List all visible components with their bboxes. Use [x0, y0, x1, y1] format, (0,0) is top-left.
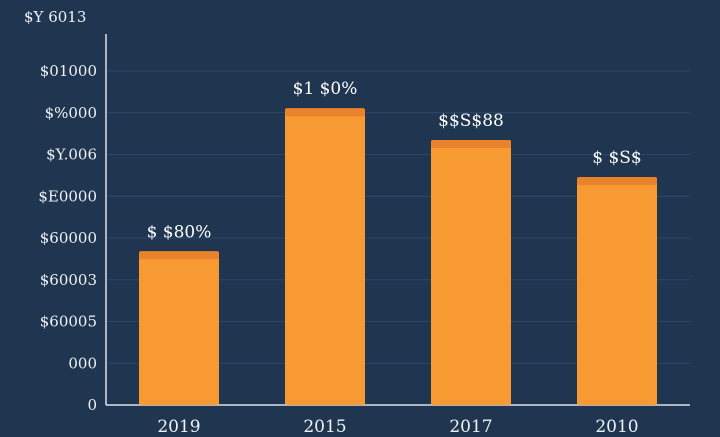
axis-top-label: $Y 6013 [24, 8, 86, 26]
y-tick-label: $01000 [40, 62, 97, 80]
bar-value-label: $1 $0% [293, 79, 358, 99]
bar [431, 140, 511, 405]
bar-top-edge [577, 177, 657, 186]
y-tick-label: $60000 [40, 229, 97, 247]
bar-value-label: $ $80% [147, 222, 212, 242]
y-axis-ticks: $01000 $%000 $Y.006 $E0000 $60000 $60003 $6000… [38, 62, 97, 414]
bar-top-edge [431, 140, 511, 148]
y-tick-label: $E0000 [38, 187, 97, 205]
x-axis-categories: 2019 2015 2017 2010 [157, 417, 638, 437]
bar-value-label: $ $S$ [592, 148, 642, 168]
y-tick-label: $Y.006 [46, 146, 97, 164]
y-tick-label: $60003 [40, 271, 97, 289]
bar [285, 108, 365, 405]
y-tick-label: 0 [87, 396, 97, 414]
y-tick-label: 000 [68, 354, 97, 372]
y-tick-label: $%000 [45, 104, 97, 122]
bar-top-edge [139, 251, 219, 260]
x-category-label: 2017 [449, 417, 492, 437]
y-tick-label: $60005 [40, 313, 97, 331]
x-category-label: 2019 [157, 417, 200, 437]
x-category-label: 2015 [303, 417, 346, 437]
x-category-label: 2010 [595, 417, 638, 437]
bar-value-label: $$S$88 [438, 111, 504, 131]
bar [577, 177, 657, 405]
bar-top-edge [285, 108, 365, 117]
bars: $ $80% $1 $0% $$S$88 $ $S$ [139, 79, 657, 405]
bar [139, 251, 219, 405]
